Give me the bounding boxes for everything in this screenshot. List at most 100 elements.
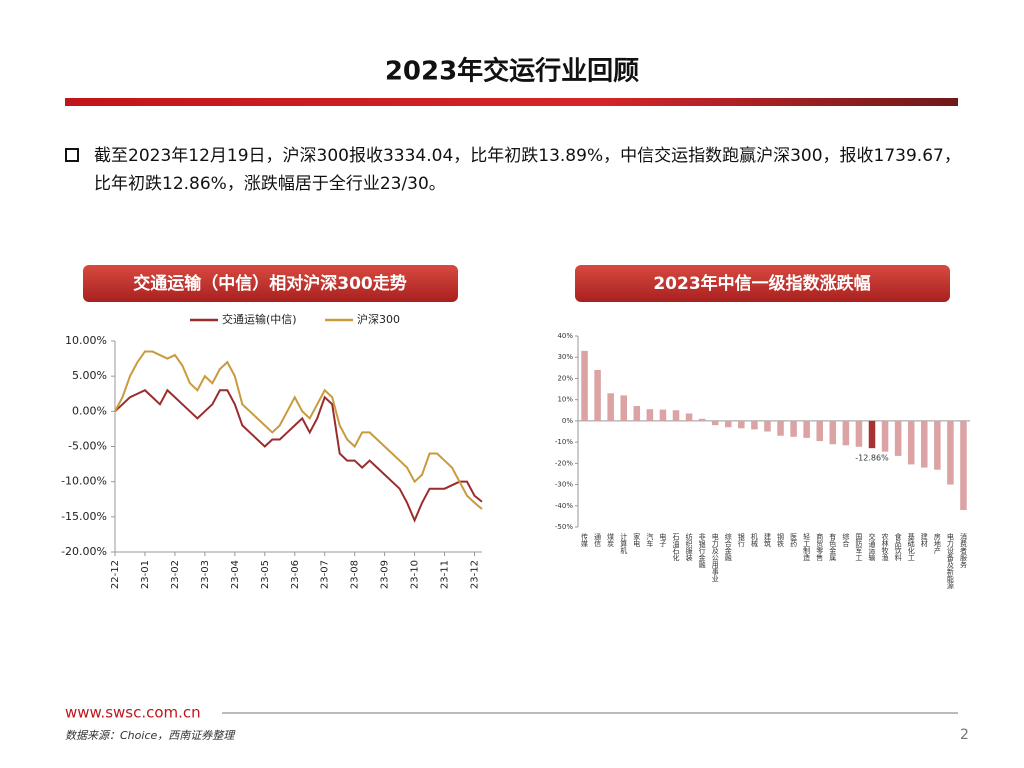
bar-chart: 40% 30% 20% 10% 0% -10% -20% -30% -40% -50% 传媒 通信 煤炭… <box>555 332 970 590</box>
x-tick-label: 消费者服务 <box>959 532 967 569</box>
y-tick-label: 20% <box>557 374 573 382</box>
y-tick-label: 0.00% <box>72 404 107 417</box>
bar <box>829 420 837 445</box>
bar <box>855 420 863 447</box>
x-tick-label: 23-07 <box>320 560 331 589</box>
bar <box>842 420 850 446</box>
bar <box>607 393 614 421</box>
bar <box>698 418 706 421</box>
y-tick-label: -50% <box>555 523 573 531</box>
x-tick-label: 建筑 <box>763 532 771 548</box>
y-tick-label: 40% <box>557 332 573 340</box>
x-tick-label: 22-12 <box>110 560 121 589</box>
y-tick-label: -10% <box>555 438 573 446</box>
line-chart: 10.00% 5.00% 0.00% -5.00% -10.00% -15.00% -20.… <box>61 312 483 589</box>
line-series <box>114 388 483 523</box>
x-tick-label: 电力及公用事业 <box>711 532 719 582</box>
y-tick-label: 10% <box>557 396 573 404</box>
x-tick-label: 综合金融 <box>724 532 732 562</box>
legend-label: 交通运输(中信) <box>222 312 297 326</box>
bar <box>633 406 641 421</box>
chart-header <box>575 265 950 302</box>
source: 数据来源：Choice，西南证券整理 <box>65 729 236 742</box>
chart-title: 交通运输（中信）相对沪深300走势 <box>133 273 407 294</box>
x-tick-label: 基础化工 <box>907 532 915 561</box>
x-tick-label: 计算机 <box>620 532 628 555</box>
x-tick-label: 23-12 <box>470 560 481 589</box>
x-tick-label: 医药 <box>790 533 798 548</box>
bar <box>934 420 941 470</box>
x-tick-label: 房地产 <box>933 532 941 555</box>
y-tick-label: -20% <box>555 459 573 467</box>
x-tick-label: 23-02 <box>170 560 181 589</box>
x-tick-label: 非银行金融 <box>698 532 706 569</box>
x-tick-label: 有色金属 <box>829 532 837 562</box>
y-tick-label: -20.00% <box>61 545 107 558</box>
bar <box>894 420 902 456</box>
bar <box>868 420 876 449</box>
x-tick-label: 汽车 <box>646 532 654 548</box>
y-tick-label: -40% <box>555 502 573 510</box>
bar <box>646 409 654 421</box>
y-tick-label: 0% <box>562 417 573 425</box>
slide-title: 2023年交运行业回顾 <box>385 56 639 87</box>
bar <box>816 420 823 442</box>
x-tick-label: 23-05 <box>260 560 271 589</box>
x-tick-label: 综合 <box>842 532 850 548</box>
y-tick-label: -30% <box>555 481 573 489</box>
bar <box>947 420 954 485</box>
page-number: 2 <box>960 727 969 743</box>
y-tick-label: 5.00% <box>72 369 107 382</box>
x-tick-label: 纺织服装 <box>685 532 693 562</box>
x-tick-label: 23-06 <box>290 560 301 589</box>
y-tick-label: 10.00% <box>65 334 107 347</box>
y-tick-label: -15.00% <box>61 510 107 523</box>
website: www.swsc.com.cn <box>65 704 201 722</box>
bar <box>764 420 771 432</box>
bar <box>777 420 784 436</box>
bullet-icon <box>65 148 79 162</box>
x-tick-label: 钢铁 <box>777 532 785 548</box>
bar <box>672 410 680 421</box>
bar <box>738 420 745 429</box>
y-tick-label: -10.00% <box>61 475 107 488</box>
x-tick-label: 23-08 <box>350 560 361 589</box>
x-tick-label: 交通运输 <box>868 532 876 562</box>
x-tick-label: 银行 <box>737 532 745 548</box>
bar <box>685 413 693 421</box>
bar <box>594 369 601 421</box>
x-tick-label: 传媒 <box>581 532 589 548</box>
y-tick-label: -5.00% <box>68 440 107 453</box>
x-tick-label: 石油石化 <box>672 533 680 562</box>
x-tick-label: 煤炭 <box>607 532 615 548</box>
bar <box>790 420 797 437</box>
bar <box>921 420 928 468</box>
x-tick-label: 23-04 <box>230 560 241 589</box>
x-tick-label: 23-01 <box>140 560 151 589</box>
line-series <box>114 350 483 510</box>
x-tick-label: 家电 <box>633 532 641 547</box>
bar <box>881 420 889 452</box>
bar <box>711 420 719 426</box>
x-tick-label: 电子 <box>659 532 667 547</box>
y-tick-label: 30% <box>557 353 573 361</box>
bullet-text: 截至2023年12月19日，沪深300报收3334.04，比年初跌13.89%，… <box>94 146 961 194</box>
x-tick-label: 通信 <box>594 532 602 548</box>
chart-title: 2023年中信一级指数涨跌幅 <box>653 273 870 294</box>
bar <box>960 420 967 511</box>
bar <box>803 420 810 438</box>
x-tick-label: 国防军工 <box>855 533 863 561</box>
x-tick-label: 23-09 <box>380 560 391 589</box>
bar <box>581 350 588 421</box>
x-tick-label: 轻工制造 <box>803 532 811 562</box>
x-tick-label: 23-10 <box>410 560 421 589</box>
x-tick-label: 商贸零售 <box>816 532 824 562</box>
bar <box>659 409 667 421</box>
x-tick-label: 建材 <box>920 532 928 547</box>
x-tick-label: 食品饮料 <box>894 532 902 562</box>
bar <box>620 395 627 421</box>
bar <box>907 420 915 465</box>
x-tick-label: 电力设备及新能源 <box>946 532 954 590</box>
